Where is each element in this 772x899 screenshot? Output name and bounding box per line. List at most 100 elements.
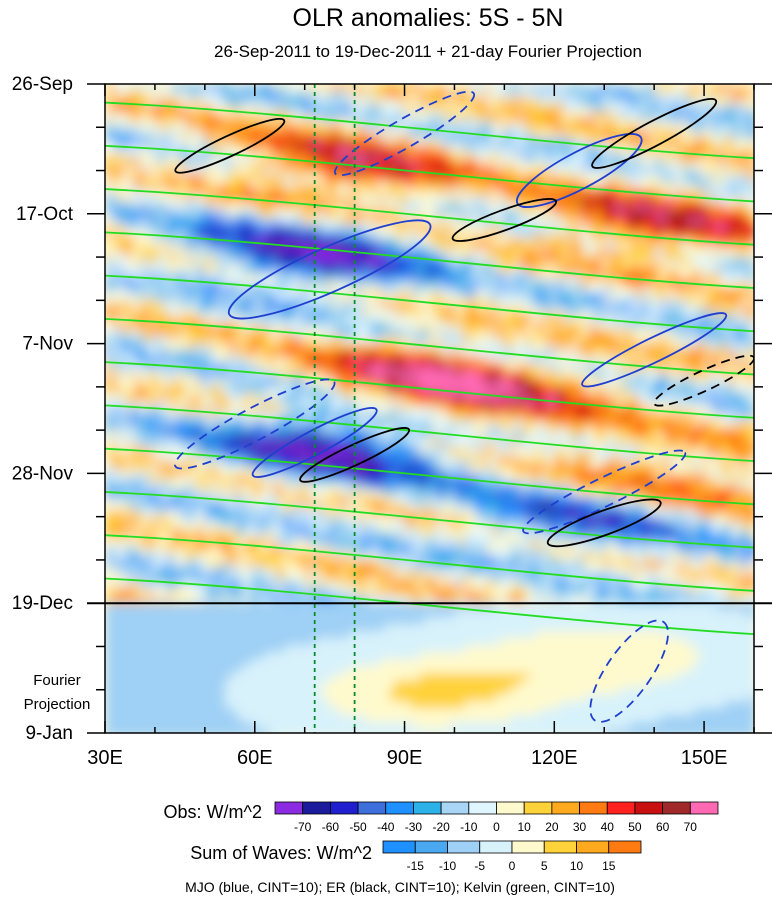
heat-cell [265, 322, 271, 330]
heat-cell [705, 287, 711, 295]
heat-cell [565, 98, 571, 106]
heat-cell [385, 91, 391, 99]
heat-cell [325, 105, 331, 113]
heat-cell [195, 259, 201, 267]
heat-cell [145, 224, 151, 232]
heat-cell [310, 119, 316, 127]
heat-cell [520, 161, 526, 169]
heat-cell [605, 238, 611, 246]
heat-cell [695, 105, 701, 113]
heat-cell [215, 273, 221, 281]
heat-cell [535, 301, 541, 309]
heat-cell [205, 133, 211, 141]
heat-cell [270, 182, 276, 190]
heat-cell [290, 280, 296, 288]
heat-cell [730, 91, 736, 99]
heat-cell [250, 280, 256, 288]
heat-cell [470, 238, 476, 246]
heat-cell [250, 315, 256, 323]
heat-cell [380, 105, 386, 113]
heat-cell [415, 133, 421, 141]
heat-cell [295, 98, 301, 106]
heat-cell [565, 91, 571, 99]
heat-cell [340, 133, 346, 141]
heat-cell [420, 147, 426, 155]
heat-cell [110, 182, 116, 190]
heat-cell [565, 294, 571, 302]
heat-cell [585, 147, 591, 155]
heat-cell [690, 231, 696, 239]
heat-cell [410, 280, 416, 288]
heat-cell [285, 238, 291, 246]
heat-cell [155, 91, 161, 99]
heat-cell [275, 105, 281, 113]
heat-cell [475, 238, 481, 246]
heat-cell [370, 168, 376, 176]
heat-cell [445, 119, 451, 127]
heat-cell [500, 273, 506, 281]
heat-cell [200, 238, 206, 246]
heat-cell [595, 154, 601, 162]
heat-cell [240, 196, 246, 204]
heat-cell [705, 147, 711, 155]
heat-cell [325, 287, 331, 295]
heat-cell [165, 252, 171, 260]
heat-cell [590, 105, 596, 113]
heat-cell [360, 168, 366, 176]
heat-cell [180, 210, 186, 218]
heat-cell [470, 105, 476, 113]
heat-cell [175, 203, 181, 211]
heat-cell [665, 168, 671, 176]
heat-cell [480, 245, 486, 253]
heat-cell [580, 91, 586, 99]
heat-cell [605, 294, 611, 302]
heat-cell [255, 322, 261, 330]
heat-cell [735, 273, 741, 281]
heat-cell [300, 161, 306, 169]
heat-cell [380, 140, 386, 148]
heat-cell [230, 140, 236, 148]
heat-cell [125, 98, 131, 106]
heat-cell [185, 259, 191, 267]
heat-cell [110, 273, 116, 281]
heat-cell [160, 133, 166, 141]
heat-cell [455, 280, 461, 288]
heat-cell [650, 210, 656, 218]
heat-cell [450, 182, 456, 190]
heat-cell [220, 112, 226, 120]
heat-cell [535, 245, 541, 253]
heat-cell [245, 84, 251, 92]
heat-cell [725, 301, 731, 309]
heat-cell [680, 224, 686, 232]
heat-cell [580, 224, 586, 232]
heat-cell [355, 308, 361, 316]
heat-cell [400, 91, 406, 99]
heat-cell [250, 217, 256, 225]
heat-cell [110, 105, 116, 113]
heat-cell [285, 259, 291, 267]
heat-cell [535, 182, 541, 190]
heat-cell [325, 273, 331, 281]
heat-cell [295, 294, 301, 302]
heat-cell [150, 196, 156, 204]
heat-cell [120, 112, 126, 120]
heat-cell [260, 231, 266, 239]
heat-cell [405, 273, 411, 281]
heat-cell [565, 196, 571, 204]
heat-cell [125, 315, 131, 323]
heat-cell [275, 322, 281, 330]
heat-cell [385, 322, 391, 330]
heat-cell [115, 238, 121, 246]
heat-cell [375, 154, 381, 162]
heat-cell [720, 98, 726, 106]
heat-cell [240, 280, 246, 288]
heat-cell [365, 259, 371, 267]
heat-cell [700, 105, 706, 113]
heat-cell [110, 133, 116, 141]
heat-cell [620, 259, 626, 267]
heat-cell [655, 161, 661, 169]
heat-cell [320, 175, 326, 183]
heat-cell [410, 182, 416, 190]
heat-cell [275, 196, 281, 204]
heat-cell [710, 273, 716, 281]
